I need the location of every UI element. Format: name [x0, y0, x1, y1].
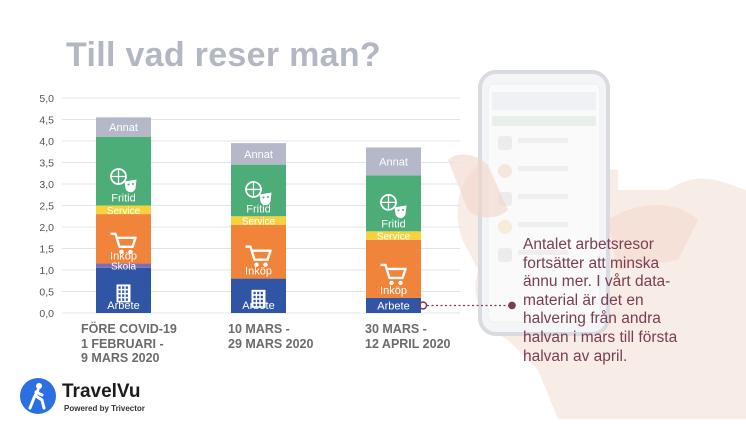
y-tick-label: 2,5 [39, 201, 54, 213]
leader-end-dot [508, 301, 516, 310]
bar-label-arbete: Arbete [107, 300, 139, 312]
y-tick-label: 4,0 [39, 136, 54, 148]
building-icon [116, 284, 131, 303]
bar-segment-fritid [231, 164, 286, 217]
bar-label-inköp: Inköp [380, 285, 407, 297]
x-category-label-0: FÖRE COVID-19 1 FEBRUARI - 9 MARS 2020 [81, 322, 177, 365]
bar-label-service: Service [377, 232, 411, 243]
shopping-cart-icon [380, 263, 407, 286]
bar-segment-arbete [366, 297, 421, 313]
leader-start-marker [418, 301, 428, 310]
x-category-label-2: 30 MARS - 12 APRIL 2020 [365, 322, 451, 351]
y-tick-label: 5,0 [39, 93, 54, 105]
x-category-label-1: 10 MARS - 29 MARS 2020 [228, 322, 314, 351]
bar-segment-skola [96, 263, 151, 268]
sports-culture-icon [380, 193, 407, 219]
y-tick-label: 0,5 [39, 287, 54, 299]
phone-illustration [448, 70, 746, 419]
bar-segment-service [96, 205, 151, 215]
shopping-cart-icon [245, 245, 272, 267]
y-tick-label: 4,5 [39, 115, 54, 127]
bar-label-fritid: Fritid [111, 193, 135, 205]
bar-label-service: Service [107, 206, 141, 217]
walking-person-icon [20, 378, 56, 414]
y-tick-label: 1,0 [39, 265, 54, 277]
y-tick-label: 1,5 [39, 244, 54, 256]
bar-label-annat: Annat [109, 122, 138, 134]
bar-segment-annat [366, 147, 421, 176]
y-tick-label: 3,5 [39, 158, 54, 170]
y-tick-label: 3,0 [39, 179, 54, 191]
sports-culture-icon [245, 181, 272, 206]
sports-culture-icon [110, 168, 137, 193]
travelvu-logo: TravelVu Powered by Trivector [20, 378, 200, 416]
bar-segment-annat [231, 143, 286, 165]
bar-label-service: Service [242, 217, 276, 228]
bar-segment-fritid [366, 175, 421, 232]
bar-segment-annat [96, 117, 151, 137]
bar-label-arbete: Arbete [377, 300, 409, 312]
hand-holding-phone-icon [448, 70, 746, 419]
bar-label-fritid: Fritid [381, 218, 405, 230]
bar-segment-service [231, 216, 286, 225]
shopping-cart-icon [110, 232, 137, 255]
annotation-text: Antalet arbetsresor fortsätter att minsk… [523, 236, 678, 365]
building-icon [251, 289, 266, 308]
bar-label-fritid: Fritid [246, 203, 270, 215]
y-tick-label: 2,0 [39, 222, 54, 234]
bar-label-skola: Skola [111, 262, 136, 273]
bar-label-inköp: Inköp [245, 266, 272, 278]
bar-segment-service [366, 231, 421, 240]
logo-brand: TravelVu [62, 381, 141, 402]
bar-label-annat: Annat [244, 149, 273, 161]
logo-tagline: Powered by Trivector [64, 404, 145, 413]
y-tick-label: 0,0 [39, 308, 54, 320]
bar-label-annat: Annat [379, 156, 408, 168]
slide-title: Till vad reser man? [66, 36, 381, 74]
